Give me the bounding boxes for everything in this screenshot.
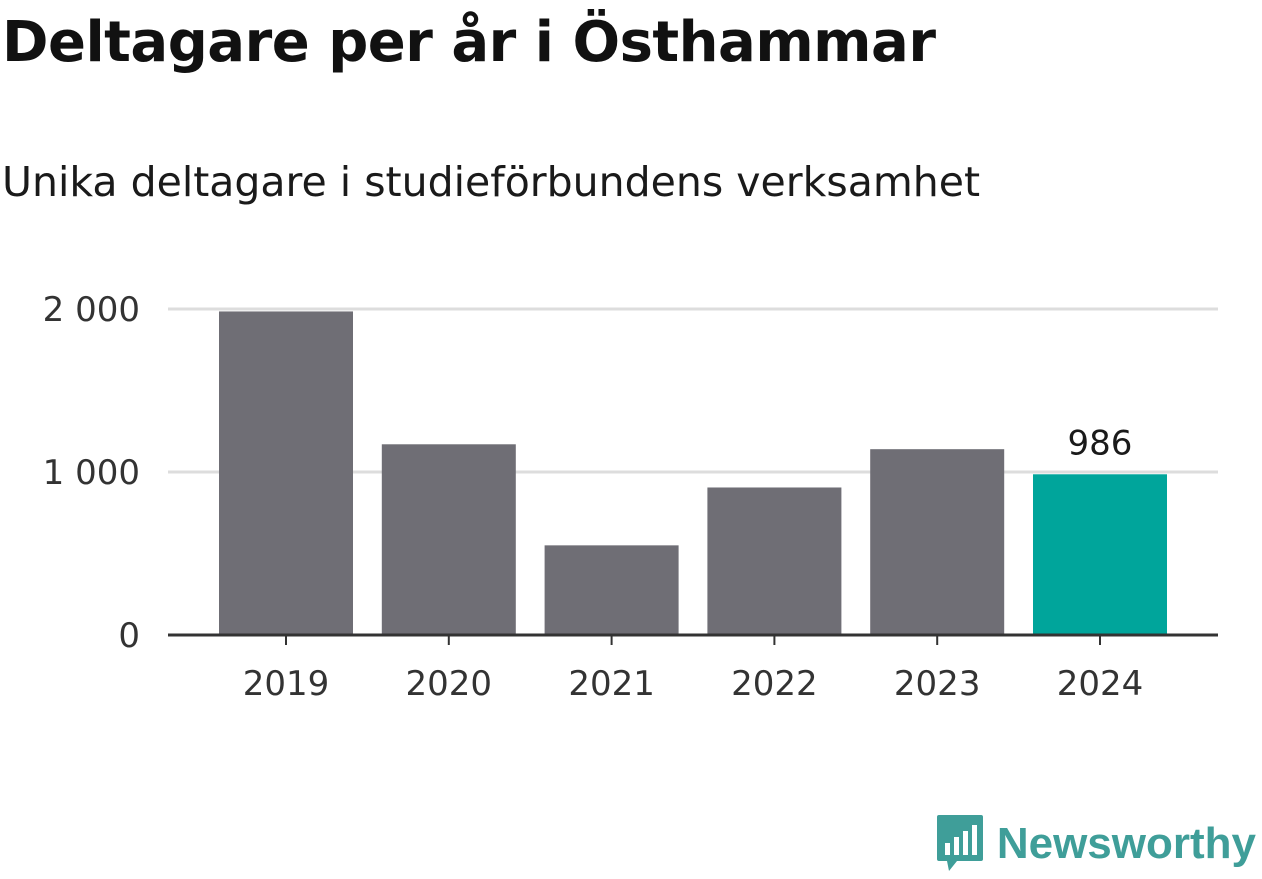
x-tick-label: 2023	[894, 664, 981, 704]
brand-name: Newsworthy	[996, 819, 1256, 868]
x-tick-label: 2019	[243, 664, 330, 704]
y-tick-label: 1 000	[43, 453, 140, 493]
chart-subtitle: Unika deltagare i studieförbundens verks…	[2, 158, 981, 206]
x-tick-label: 2024	[1057, 664, 1144, 704]
newsworthy-logo: Newsworthy	[935, 813, 1256, 875]
bar	[870, 449, 1005, 635]
bar	[381, 444, 516, 635]
x-tick-label: 2020	[406, 664, 493, 704]
x-tick-label: 2022	[731, 664, 818, 704]
bar	[219, 311, 353, 635]
bar	[544, 545, 679, 635]
x-tick-label: 2021	[568, 664, 655, 704]
y-tick-label: 0	[118, 616, 140, 656]
bar	[707, 487, 842, 635]
chart-title: Deltagare per år i Östhammar	[2, 10, 936, 75]
bar	[1033, 474, 1167, 635]
bar-chart-speech-bubble-icon	[936, 815, 983, 871]
y-tick-label: 2 000	[43, 290, 140, 330]
data-label: 986	[1068, 423, 1133, 463]
